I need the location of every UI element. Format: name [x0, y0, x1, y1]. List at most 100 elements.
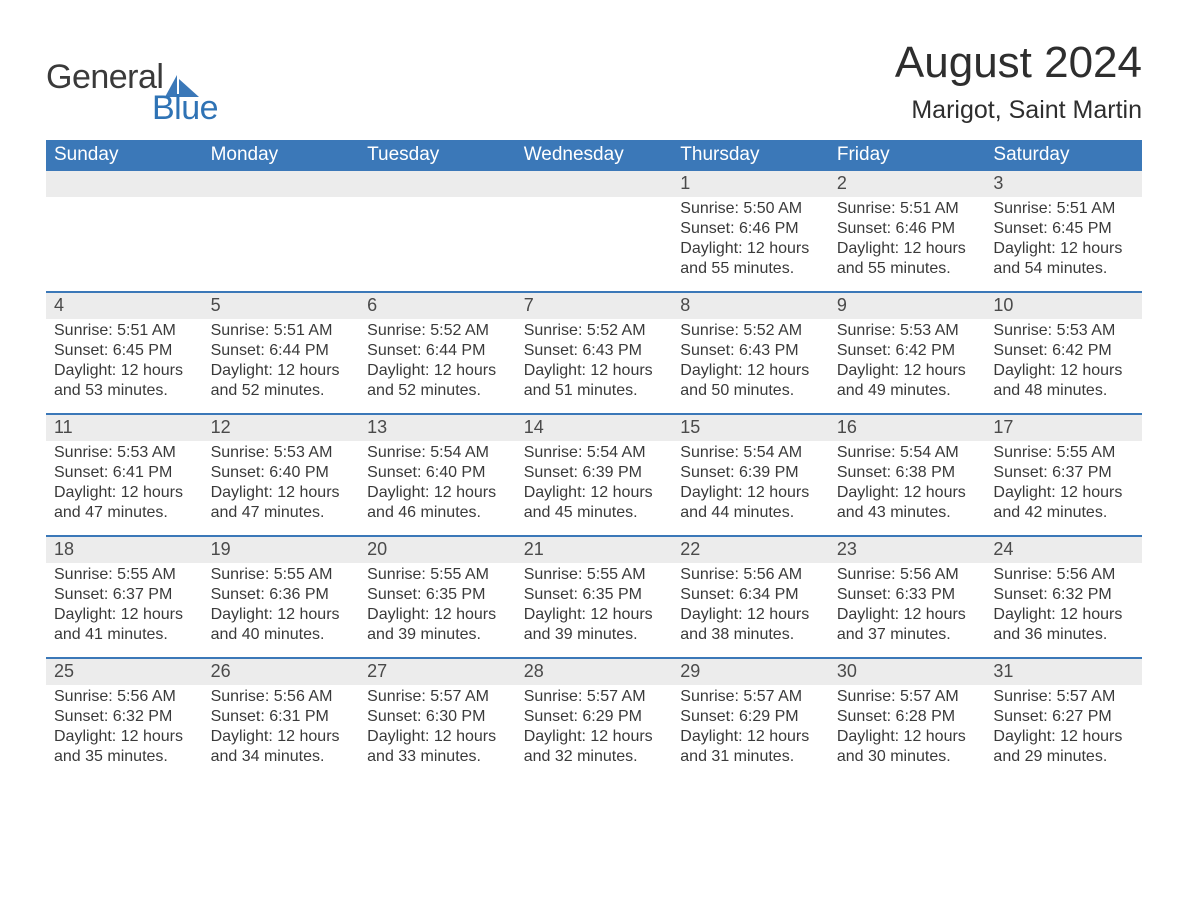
sunrise-text: Sunrise: 5:51 AM — [211, 321, 352, 341]
weekday-header-row: Sunday Monday Tuesday Wednesday Thursday… — [46, 140, 1142, 171]
day-body: Sunrise: 5:52 AMSunset: 6:44 PMDaylight:… — [359, 319, 516, 405]
sunset-text: Sunset: 6:45 PM — [993, 219, 1134, 239]
daylight-text: Daylight: 12 hours and 46 minutes. — [367, 483, 508, 523]
weekday-header: Saturday — [985, 140, 1142, 171]
sunrise-text: Sunrise: 5:55 AM — [993, 443, 1134, 463]
day-body: Sunrise: 5:57 AMSunset: 6:30 PMDaylight:… — [359, 685, 516, 771]
sunset-text: Sunset: 6:31 PM — [211, 707, 352, 727]
daylight-text: Daylight: 12 hours and 51 minutes. — [524, 361, 665, 401]
sunset-text: Sunset: 6:46 PM — [680, 219, 821, 239]
day-cell: 25Sunrise: 5:56 AMSunset: 6:32 PMDayligh… — [46, 659, 203, 779]
day-body: Sunrise: 5:55 AMSunset: 6:35 PMDaylight:… — [516, 563, 673, 649]
location-label: Marigot, Saint Martin — [895, 96, 1142, 125]
day-body: Sunrise: 5:53 AMSunset: 6:40 PMDaylight:… — [203, 441, 360, 527]
sunset-text: Sunset: 6:36 PM — [211, 585, 352, 605]
daylight-text: Daylight: 12 hours and 52 minutes. — [367, 361, 508, 401]
day-body: Sunrise: 5:55 AMSunset: 6:37 PMDaylight:… — [985, 441, 1142, 527]
sunset-text: Sunset: 6:37 PM — [54, 585, 195, 605]
sunset-text: Sunset: 6:28 PM — [837, 707, 978, 727]
day-body: Sunrise: 5:52 AMSunset: 6:43 PMDaylight:… — [516, 319, 673, 405]
sunset-text: Sunset: 6:29 PM — [524, 707, 665, 727]
sunrise-text: Sunrise: 5:52 AM — [524, 321, 665, 341]
day-cell: 13Sunrise: 5:54 AMSunset: 6:40 PMDayligh… — [359, 415, 516, 535]
sunrise-text: Sunrise: 5:53 AM — [837, 321, 978, 341]
day-number: 11 — [46, 415, 203, 441]
sunrise-text: Sunrise: 5:52 AM — [367, 321, 508, 341]
day-number: 28 — [516, 659, 673, 685]
day-cell: 7Sunrise: 5:52 AMSunset: 6:43 PMDaylight… — [516, 293, 673, 413]
sunrise-text: Sunrise: 5:55 AM — [524, 565, 665, 585]
sunset-text: Sunset: 6:44 PM — [367, 341, 508, 361]
sunset-text: Sunset: 6:42 PM — [993, 341, 1134, 361]
day-cell: 24Sunrise: 5:56 AMSunset: 6:32 PMDayligh… — [985, 537, 1142, 657]
day-cell: 3Sunrise: 5:51 AMSunset: 6:45 PMDaylight… — [985, 171, 1142, 291]
week-row: 25Sunrise: 5:56 AMSunset: 6:32 PMDayligh… — [46, 657, 1142, 779]
day-cell: 29Sunrise: 5:57 AMSunset: 6:29 PMDayligh… — [672, 659, 829, 779]
day-cell: 12Sunrise: 5:53 AMSunset: 6:40 PMDayligh… — [203, 415, 360, 535]
sunset-text: Sunset: 6:41 PM — [54, 463, 195, 483]
day-cell: 22Sunrise: 5:56 AMSunset: 6:34 PMDayligh… — [672, 537, 829, 657]
day-number: 6 — [359, 293, 516, 319]
day-body: Sunrise: 5:55 AMSunset: 6:36 PMDaylight:… — [203, 563, 360, 649]
day-body: Sunrise: 5:56 AMSunset: 6:32 PMDaylight:… — [46, 685, 203, 771]
day-body: Sunrise: 5:57 AMSunset: 6:29 PMDaylight:… — [516, 685, 673, 771]
day-cell: 27Sunrise: 5:57 AMSunset: 6:30 PMDayligh… — [359, 659, 516, 779]
day-cell: 14Sunrise: 5:54 AMSunset: 6:39 PMDayligh… — [516, 415, 673, 535]
daylight-text: Daylight: 12 hours and 30 minutes. — [837, 727, 978, 767]
day-cell: 17Sunrise: 5:55 AMSunset: 6:37 PMDayligh… — [985, 415, 1142, 535]
day-number: 16 — [829, 415, 986, 441]
weekday-header: Sunday — [46, 140, 203, 171]
day-number: 15 — [672, 415, 829, 441]
sunrise-text: Sunrise: 5:56 AM — [837, 565, 978, 585]
day-body: Sunrise: 5:53 AMSunset: 6:42 PMDaylight:… — [985, 319, 1142, 405]
day-cell: 30Sunrise: 5:57 AMSunset: 6:28 PMDayligh… — [829, 659, 986, 779]
day-body: Sunrise: 5:55 AMSunset: 6:35 PMDaylight:… — [359, 563, 516, 649]
sunset-text: Sunset: 6:35 PM — [367, 585, 508, 605]
day-body: Sunrise: 5:56 AMSunset: 6:33 PMDaylight:… — [829, 563, 986, 649]
day-number: 26 — [203, 659, 360, 685]
sunrise-text: Sunrise: 5:51 AM — [54, 321, 195, 341]
day-number: 9 — [829, 293, 986, 319]
sunset-text: Sunset: 6:44 PM — [211, 341, 352, 361]
month-title: August 2024 — [895, 40, 1142, 86]
day-body: Sunrise: 5:54 AMSunset: 6:39 PMDaylight:… — [516, 441, 673, 527]
day-body: Sunrise: 5:51 AMSunset: 6:45 PMDaylight:… — [46, 319, 203, 405]
day-body: Sunrise: 5:56 AMSunset: 6:31 PMDaylight:… — [203, 685, 360, 771]
day-number: 5 — [203, 293, 360, 319]
day-cell: 23Sunrise: 5:56 AMSunset: 6:33 PMDayligh… — [829, 537, 986, 657]
daylight-text: Daylight: 12 hours and 38 minutes. — [680, 605, 821, 645]
day-body: Sunrise: 5:57 AMSunset: 6:27 PMDaylight:… — [985, 685, 1142, 771]
sunrise-text: Sunrise: 5:57 AM — [367, 687, 508, 707]
sunrise-text: Sunrise: 5:54 AM — [837, 443, 978, 463]
week-row: 18Sunrise: 5:55 AMSunset: 6:37 PMDayligh… — [46, 535, 1142, 657]
daylight-text: Daylight: 12 hours and 39 minutes. — [524, 605, 665, 645]
day-number — [203, 171, 360, 197]
sunrise-text: Sunrise: 5:55 AM — [211, 565, 352, 585]
day-number — [46, 171, 203, 197]
daylight-text: Daylight: 12 hours and 43 minutes. — [837, 483, 978, 523]
day-body: Sunrise: 5:51 AMSunset: 6:45 PMDaylight:… — [985, 197, 1142, 283]
week-row: 1Sunrise: 5:50 AMSunset: 6:46 PMDaylight… — [46, 171, 1142, 291]
daylight-text: Daylight: 12 hours and 35 minutes. — [54, 727, 195, 767]
sunrise-text: Sunrise: 5:57 AM — [524, 687, 665, 707]
day-body: Sunrise: 5:57 AMSunset: 6:29 PMDaylight:… — [672, 685, 829, 771]
day-cell: 2Sunrise: 5:51 AMSunset: 6:46 PMDaylight… — [829, 171, 986, 291]
day-cell: 6Sunrise: 5:52 AMSunset: 6:44 PMDaylight… — [359, 293, 516, 413]
daylight-text: Daylight: 12 hours and 31 minutes. — [680, 727, 821, 767]
day-body: Sunrise: 5:56 AMSunset: 6:34 PMDaylight:… — [672, 563, 829, 649]
sunset-text: Sunset: 6:27 PM — [993, 707, 1134, 727]
day-body: Sunrise: 5:51 AMSunset: 6:46 PMDaylight:… — [829, 197, 986, 283]
day-cell: 8Sunrise: 5:52 AMSunset: 6:43 PMDaylight… — [672, 293, 829, 413]
day-number: 12 — [203, 415, 360, 441]
daylight-text: Daylight: 12 hours and 45 minutes. — [524, 483, 665, 523]
sunset-text: Sunset: 6:35 PM — [524, 585, 665, 605]
day-body: Sunrise: 5:50 AMSunset: 6:46 PMDaylight:… — [672, 197, 829, 283]
day-cell — [46, 171, 203, 291]
daylight-text: Daylight: 12 hours and 42 minutes. — [993, 483, 1134, 523]
sunset-text: Sunset: 6:39 PM — [524, 463, 665, 483]
sunset-text: Sunset: 6:37 PM — [993, 463, 1134, 483]
sunset-text: Sunset: 6:32 PM — [993, 585, 1134, 605]
daylight-text: Daylight: 12 hours and 50 minutes. — [680, 361, 821, 401]
daylight-text: Daylight: 12 hours and 32 minutes. — [524, 727, 665, 767]
sunset-text: Sunset: 6:39 PM — [680, 463, 821, 483]
